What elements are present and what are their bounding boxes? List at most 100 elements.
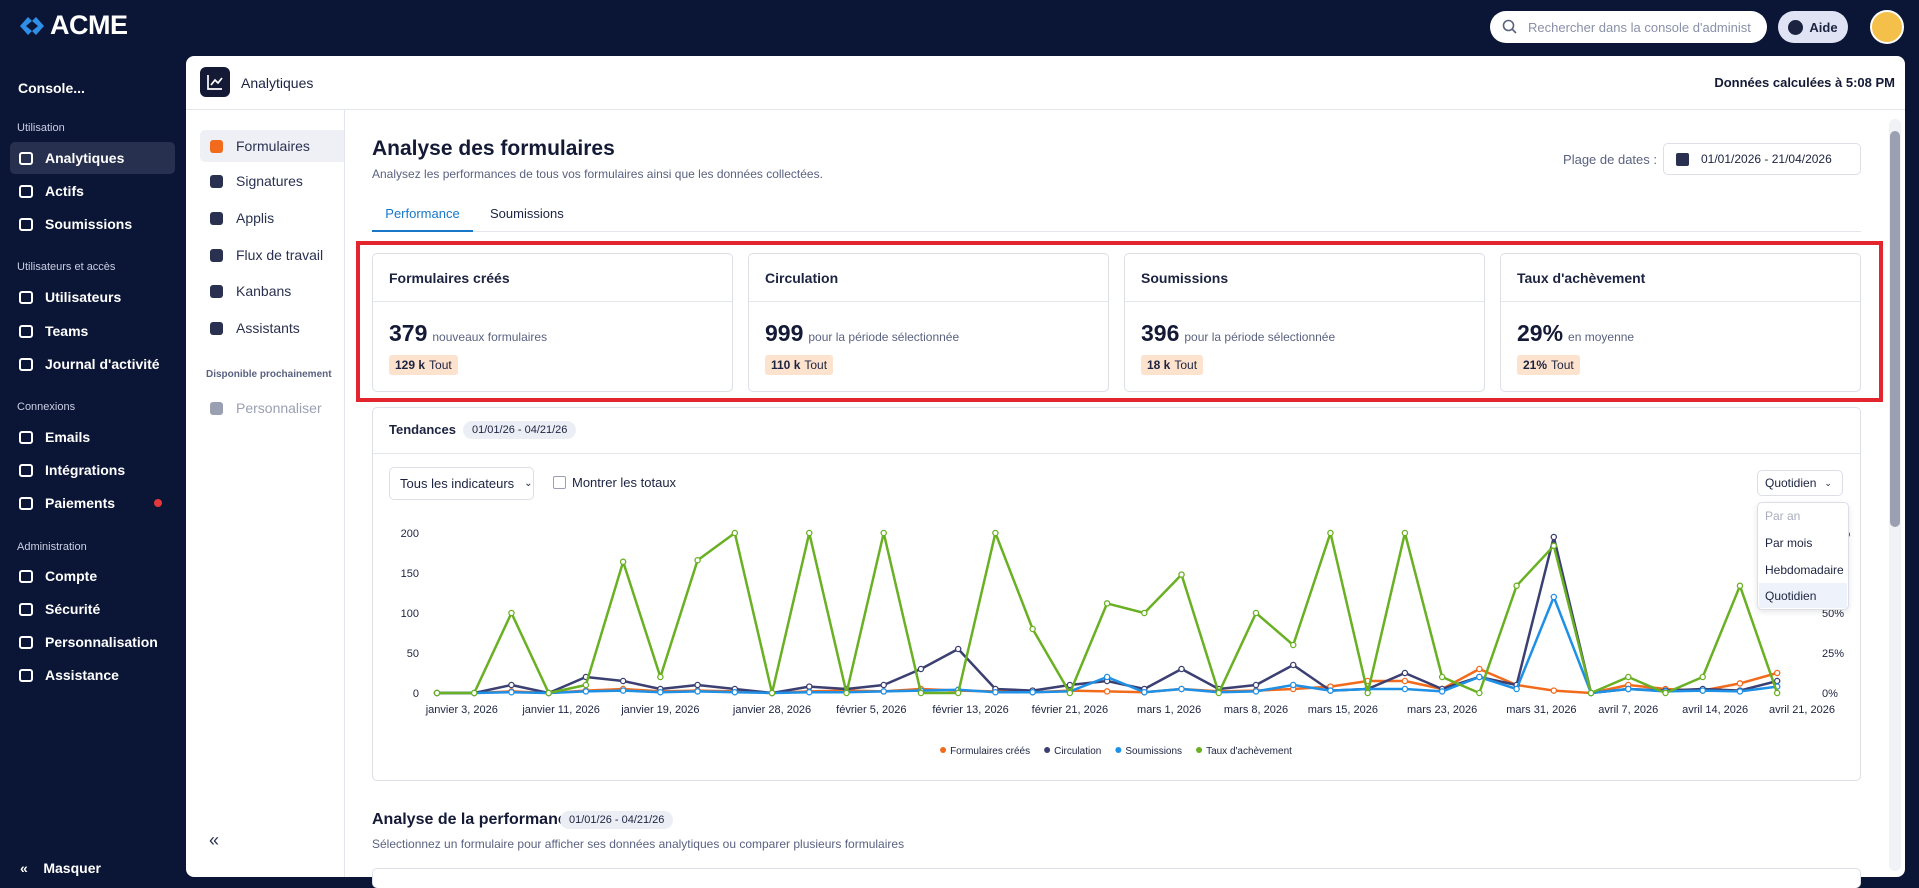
subnav-label: Kanbans (236, 283, 292, 299)
kpi-badge: 110 k Tout (765, 355, 834, 375)
data-point (1178, 571, 1185, 578)
data-point (1289, 641, 1297, 649)
data-point (508, 609, 515, 617)
data-point (694, 688, 701, 695)
subnav-item[interactable]: Kanbans (200, 275, 344, 307)
subnav-item[interactable]: Formulaires (200, 130, 344, 162)
checkbox[interactable] (553, 476, 566, 489)
nav-label: Assistance (45, 667, 119, 683)
kpi-value: 29% (1517, 320, 1564, 346)
section-title: Analyse de la performance (372, 811, 576, 828)
divider (749, 301, 1108, 302)
data-point (917, 665, 925, 673)
menu-option[interactable]: Quotidien (1759, 583, 1847, 608)
kpi-title: Formulaires créés (389, 270, 510, 286)
indicator-select[interactable]: Tous les indicateurs ⌄ (389, 467, 534, 500)
legend-label: Circulation (1054, 746, 1101, 757)
data-point (954, 689, 962, 697)
tab[interactable]: Soumissions (490, 206, 564, 221)
data-point (1215, 689, 1223, 697)
data-point (992, 529, 999, 537)
collapse-label: Masquer (43, 860, 101, 876)
menu-option[interactable]: Hebdomadaire (1765, 563, 1844, 577)
nav-item[interactable]: Personnalisation (10, 626, 175, 658)
icon (19, 496, 33, 510)
data-point (1736, 680, 1744, 687)
scrollbar[interactable] (1889, 119, 1901, 871)
data-point (917, 689, 925, 697)
x-tick-label: février 13, 2026 (932, 704, 1008, 716)
x-tick-label: janvier 28, 2026 (732, 704, 811, 716)
icon (19, 217, 33, 231)
help-button[interactable]: Aide (1778, 11, 1848, 43)
kpi-badge: 129 k Tout (389, 355, 458, 375)
nav-item[interactable]: Compte (10, 560, 175, 592)
data-point (1476, 673, 1483, 681)
data-point (582, 688, 590, 695)
nav-item[interactable]: Actifs (10, 175, 175, 207)
console-label[interactable]: Console... (18, 80, 85, 96)
kpi-title: Soumissions (1141, 270, 1229, 286)
nav-label: Soumissions (45, 216, 133, 232)
data-point (1029, 625, 1036, 633)
data-point (1401, 529, 1409, 537)
search-box[interactable]: Rechercher dans la console d'administ (1490, 11, 1767, 43)
x-tick-label: mars 23, 2026 (1407, 704, 1477, 716)
logo[interactable]: ACME (18, 10, 128, 41)
nav-label: Utilisateurs (45, 289, 122, 305)
kpi-value-row: 379 nouveaux formulaires (389, 320, 547, 347)
data-point (619, 558, 627, 566)
icon-graphic (207, 75, 223, 90)
nav-item[interactable]: Intégrations (10, 454, 175, 486)
data-point (1401, 685, 1409, 693)
badge-text: Tout (1551, 358, 1574, 372)
tab[interactable]: Performance (372, 206, 473, 232)
data-point (1141, 688, 1148, 696)
avatar[interactable] (1870, 10, 1904, 44)
nav-item[interactable]: Paiements (10, 487, 175, 519)
collapse-subnav[interactable]: « (209, 830, 220, 850)
soon-title: Disponible prochainement (206, 369, 332, 380)
subnav-item[interactable]: Flux de travail (200, 239, 344, 271)
select-label: Tous les indicateurs (400, 476, 515, 491)
data-point (1550, 542, 1558, 550)
date-picker[interactable]: 01/01/2026 - 21/04/2026 (1663, 143, 1861, 175)
computed-time: Données calculées à 5:08 PM (1714, 75, 1895, 90)
nav-item[interactable]: Assistance (10, 659, 175, 691)
subnav-item[interactable]: Applis (200, 202, 344, 234)
data-point (1178, 665, 1185, 673)
nav-item[interactable]: Teams (10, 315, 175, 347)
search-placeholder: Rechercher dans la console d'administ (1528, 19, 1751, 35)
scrollbar-thumb[interactable] (1890, 131, 1900, 527)
data-point (694, 681, 701, 689)
nav-item[interactable]: Journal d'activité (10, 348, 175, 380)
nav-item[interactable]: Utilisateurs (10, 281, 175, 313)
range-pill: 01/01/26 - 04/21/26 (560, 811, 674, 829)
subnav-label: Formulaires (236, 138, 310, 154)
nav-label: Paiements (45, 495, 116, 511)
data-point (657, 673, 664, 681)
kpi-value: 999 (765, 320, 804, 346)
x-tick-label: février 5, 2026 (836, 704, 906, 716)
help-icon (1788, 19, 1804, 35)
page-title: Analyse des formulaires (372, 137, 615, 160)
granularity-select[interactable]: Quotidien ⌄ (1757, 470, 1843, 496)
checkbox-label[interactable]: Montrer les totaux (572, 475, 677, 490)
subnav-item[interactable]: Signatures (200, 165, 344, 197)
nav-item[interactable]: Emails (10, 421, 175, 453)
data-point (1662, 689, 1669, 697)
nav-item[interactable]: Soumissions (10, 208, 175, 240)
data-point (1178, 685, 1185, 693)
highlight-box (356, 241, 1883, 402)
nav-label: Journal d'activité (45, 356, 160, 372)
nav-item[interactable]: Analytiques (10, 142, 175, 174)
collapse-sidebar[interactable]: « Masquer (20, 860, 101, 876)
x-tick-label: avril 14, 2026 (1682, 704, 1748, 716)
data-point (1103, 688, 1111, 695)
menu-option[interactable]: Par mois (1765, 536, 1813, 550)
subnav-item[interactable]: Assistants (200, 312, 344, 344)
data-point (731, 529, 739, 537)
forms-card (372, 868, 1861, 888)
nav-item[interactable]: Sécurité (10, 593, 175, 625)
